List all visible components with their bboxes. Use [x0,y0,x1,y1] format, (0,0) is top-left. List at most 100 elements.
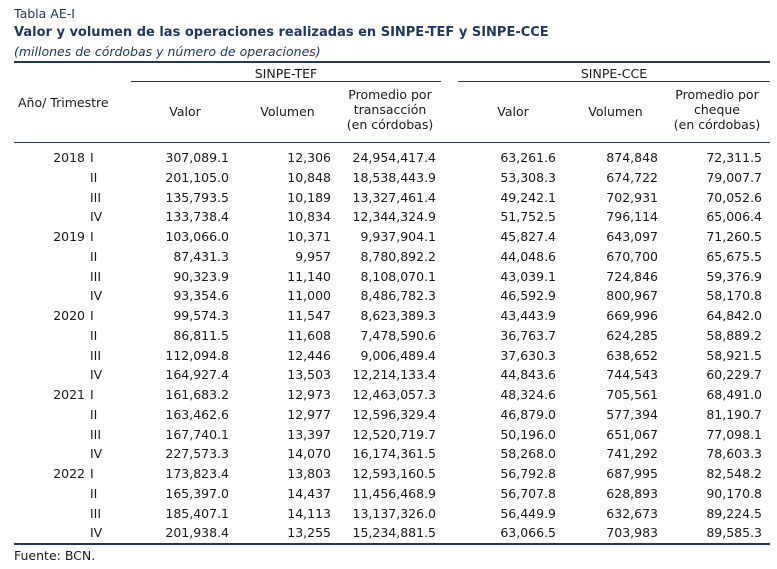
tef-promedio-cell: 12,214,133.4 [352,367,437,383]
year-cell: 2018 [53,150,85,165]
cce-volumen-cell: 744,543 [606,367,658,383]
cce-volumen-cell: 624,285 [606,327,658,343]
cce-promedio-cell: 65,006.4 [706,209,762,225]
table-row: II 165,397.0 14,437 11,456,468.9 56,707.8 628… [0,484,777,504]
header-tef-promedio-line-1: Promedio por [348,87,432,102]
header-cce-promedio-line-1: Promedio por [675,87,759,102]
tef-promedio-cell: 9,006,489.4 [360,347,436,363]
table-row: IV 201,938.4 13,255 15,234,881.5 63,066.5 703… [0,523,777,543]
table-row: II 86,811.5 11,608 7,478,590.6 36,763.7 624,2… [0,326,777,346]
cce-valor-cell: 56,707.8 [500,485,556,501]
cce-valor-cell: 50,196.0 [500,426,556,442]
tef-volumen-cell: 11,608 [287,327,331,343]
tef-promedio-cell: 15,234,881.5 [352,525,437,541]
tef-valor-cell: 201,105.0 [165,169,229,185]
quarter-cell: IV [90,525,103,541]
quarter-cell: I [90,308,94,323]
tef-valor-cell: 164,927.4 [165,367,229,383]
tef-promedio-cell: 8,108,070.1 [360,268,436,284]
table-row: II 201,105.0 10,848 18,538,443.9 53,308.3 674… [0,168,777,188]
cce-promedio-cell: 71,260.5 [706,229,762,244]
top-rule [14,61,770,63]
cce-promedio-cell: 58,170.8 [706,288,762,304]
cce-valor-cell: 36,763.7 [500,327,556,343]
cce-promedio-cell: 59,376.9 [706,268,762,284]
table-row: II 87,431.3 9,957 8,780,892.2 44,048.6 670,70… [0,247,777,267]
table-row: 2020 I 99,574.3 11,547 8,623,389.3 43,443.9 66… [0,306,777,326]
cce-volumen-cell: 687,995 [606,466,658,481]
cce-valor-cell: 48,324.6 [500,387,556,402]
tef-volumen-cell: 10,189 [287,189,331,205]
tef-volumen-cell: 13,255 [287,525,331,541]
table-title: Valor y volumen de las operaciones reali… [14,25,549,40]
cce-promedio-cell: 82,548.2 [706,466,762,481]
table-row: II 163,462.6 12,977 12,596,329.4 46,879.0 577… [0,405,777,425]
group-header-sinpe-tef: SINPE-TEF [254,66,318,81]
tef-promedio-cell: 12,344,324.9 [352,209,437,225]
table-row: 2021 I 161,683.2 12,973 12,463,057.3 48,324.6… [0,385,777,405]
quarter-cell: I [90,387,94,402]
tef-valor-cell: 99,574.3 [173,308,229,323]
cce-volumen-cell: 702,931 [606,189,658,205]
year-cell: 2019 [53,229,85,244]
bottom-rule [14,543,770,545]
tef-valor-cell: 112,094.8 [165,347,229,363]
quarter-cell: II [90,485,98,501]
cce-promedio-cell: 60,229.7 [706,367,762,383]
tef-volumen-cell: 11,547 [287,308,331,323]
tef-valor-cell: 163,462.6 [165,406,229,422]
tef-valor-cell: 165,397.0 [165,485,229,501]
quarter-cell: IV [90,367,103,383]
tef-volumen-cell: 13,503 [287,367,331,383]
cce-volumen-cell: 643,097 [606,229,658,244]
quarter-cell: III [90,347,102,363]
cce-volumen-cell: 670,700 [606,248,658,264]
cce-promedio-cell: 90,170.8 [706,485,762,501]
tef-promedio-cell: 12,463,057.3 [352,387,437,402]
tef-volumen-cell: 10,834 [287,209,331,225]
tef-promedio-cell: 9,937,904.1 [360,229,436,244]
cce-volumen-cell: 703,983 [606,525,658,541]
quarter-cell: II [90,327,98,343]
cce-valor-cell: 56,792.8 [500,466,556,481]
quarter-cell: III [90,268,102,284]
table-row: III 167,740.1 13,397 12,520,719.7 50,196.0 65… [0,425,777,445]
cce-promedio-cell: 68,491.0 [706,387,762,402]
tef-promedio-cell: 7,478,590.6 [360,327,436,343]
cce-promedio-cell: 64,842.0 [706,308,762,323]
cce-volumen-cell: 577,394 [606,406,658,422]
header-cce-promedio-line-2: cheque [693,102,741,117]
year-cell: 2022 [53,466,85,481]
cce-valor-cell: 45,827.4 [500,229,556,244]
quarter-cell: I [90,150,94,165]
cce-promedio-cell: 77,098.1 [706,426,762,442]
tef-valor-cell: 133,738.4 [165,209,229,225]
header-cce-promedio: Promedio por cheque (en córdobas) [658,87,776,132]
tef-promedio-cell: 12,520,719.7 [352,426,437,442]
quarter-cell: III [90,505,102,521]
tef-volumen-cell: 13,803 [287,466,331,481]
tef-valor-cell: 185,407.1 [165,505,229,521]
table-row: IV 133,738.4 10,834 12,344,324.9 51,752.5 796… [0,207,777,227]
quarter-cell: I [90,229,94,244]
tef-valor-cell: 161,683.2 [165,387,229,402]
quarter-cell: II [90,169,98,185]
cce-promedio-cell: 58,889.2 [706,327,762,343]
table-row: 2018 I 307,089.1 12,306 24,954,417.4 63,261.6… [0,148,777,168]
cce-promedio-cell: 72,311.5 [706,150,762,165]
cce-valor-cell: 46,879.0 [500,406,556,422]
table-label: Tabla AE-I [14,6,75,21]
group-header-sinpe-cce: SINPE-CCE [580,66,648,81]
cce-valor-cell: 63,261.6 [500,150,556,165]
quarter-cell: II [90,248,98,264]
cce-valor-cell: 63,066.5 [500,525,556,541]
cce-volumen-cell: 628,893 [606,485,658,501]
table-subtitle: (millones de córdobas y número de operac… [14,44,321,59]
table-row: III 185,407.1 14,113 13,137,326.0 56,449.9 63… [0,504,777,524]
tef-valor-cell: 201,938.4 [165,525,229,541]
tef-promedio-cell: 13,327,461.4 [352,189,437,205]
tef-promedio-cell: 13,137,326.0 [352,505,437,521]
table-row: IV 164,927.4 13,503 12,214,133.4 44,843.6 744… [0,365,777,385]
tef-volumen-cell: 12,306 [287,150,331,165]
cce-volumen-cell: 741,292 [606,446,658,462]
